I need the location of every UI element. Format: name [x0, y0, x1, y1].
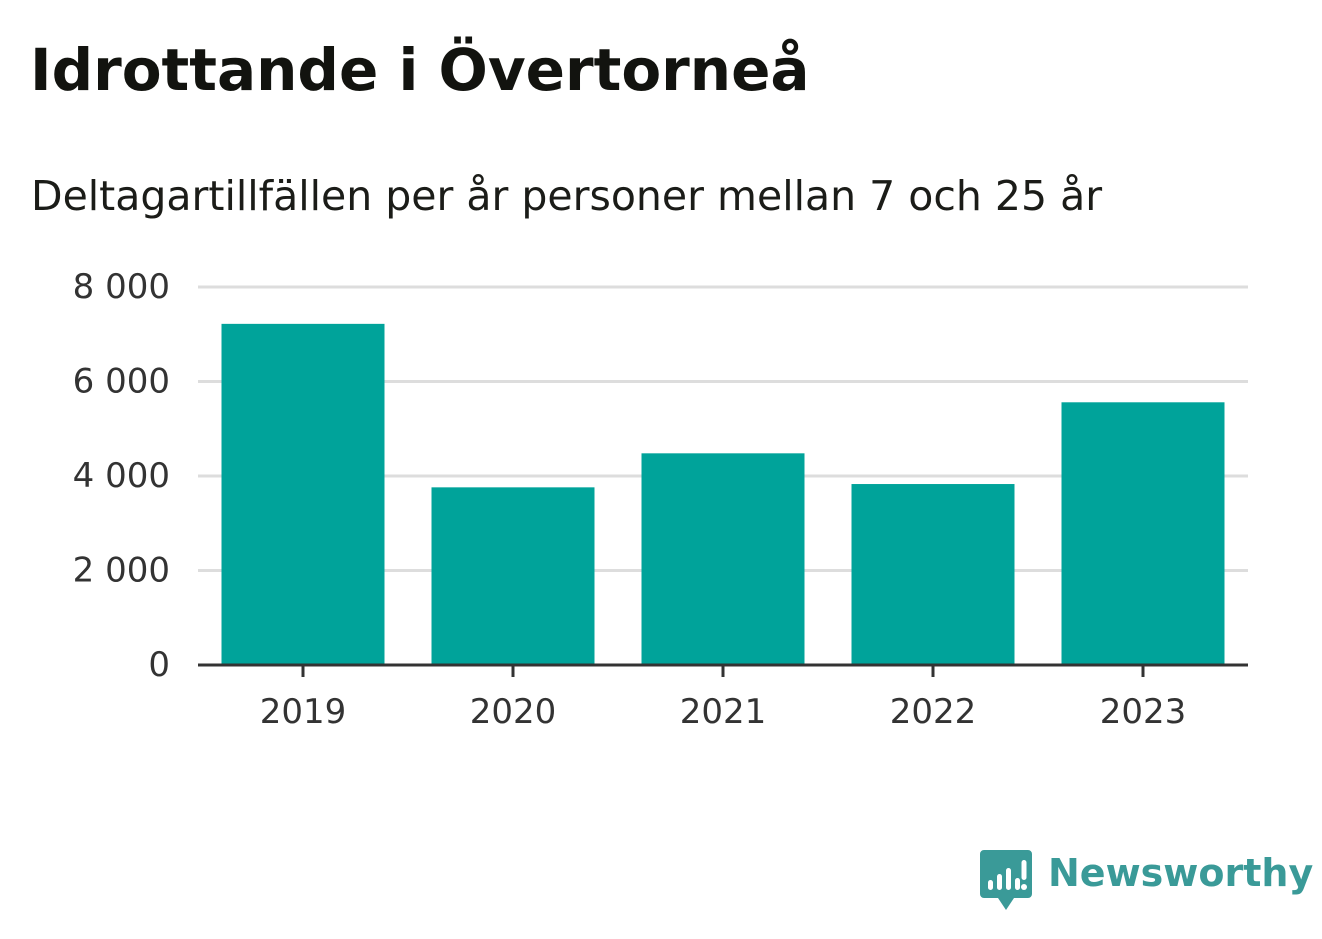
y-tick-label: 8 000	[73, 267, 170, 307]
x-tick-label: 2021	[680, 692, 767, 732]
x-tick-label: 2022	[890, 692, 977, 732]
newsworthy-logo-icon	[980, 850, 1032, 910]
y-tick-label: 6 000	[73, 362, 170, 402]
bar-2023	[1061, 402, 1225, 665]
y-tick-label: 0	[148, 645, 170, 685]
x-tick-label: 2019	[260, 692, 347, 732]
y-tick-label: 4 000	[73, 456, 170, 496]
axes: 0 2 000 4 000 6 000 8 000 2019 2020 2021 2022 202…	[73, 267, 1248, 732]
bar-2022	[851, 484, 1015, 665]
chart-title: Idrottande i Övertorneå	[30, 36, 810, 104]
bar-2019	[221, 323, 385, 665]
bar-2020	[431, 487, 595, 665]
x-tick-label: 2020	[470, 692, 557, 732]
chart-subtitle: Deltagartillfällen per år personer mella…	[31, 172, 1103, 220]
brand-logo: Newsworthy	[980, 846, 1313, 912]
y-tick-label: 2 000	[73, 551, 170, 591]
x-tick-label: 2023	[1100, 692, 1187, 732]
bars	[221, 323, 1225, 665]
bar-2021	[641, 453, 805, 665]
brand-name: Newsworthy	[1048, 851, 1314, 895]
